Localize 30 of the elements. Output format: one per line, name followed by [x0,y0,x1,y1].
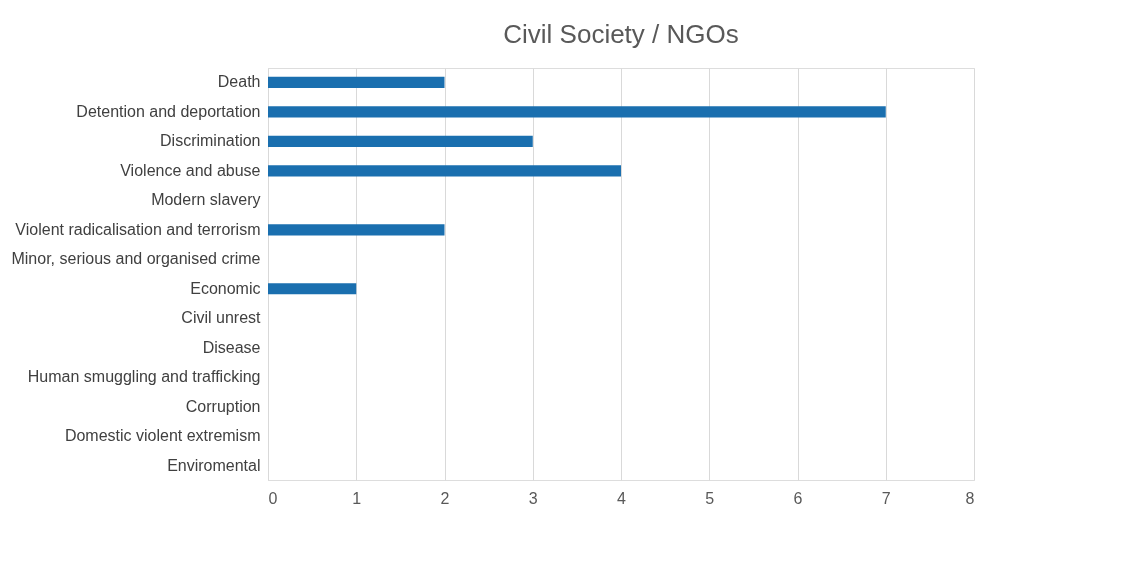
y-tick-label: Disease [202,338,261,356]
x-tick-label: 5 [705,489,715,507]
x-tick-label: 1 [352,489,362,507]
chart-title: Civil Society / NGOs [503,19,739,49]
x-tick-label: 3 [528,489,538,507]
y-tick-label: Violence and abuse [120,161,261,179]
x-tick-label: 0 [268,489,278,507]
x-tick-label: 2 [440,489,450,507]
y-tick-label: Domestic violent extremism [64,427,261,445]
bar [268,135,533,147]
y-tick-label: Death [217,73,261,91]
y-tick-label: Modern slavery [151,191,261,209]
bar [268,165,621,177]
x-tick-label: 6 [793,489,803,507]
bar [268,106,886,118]
x-tick-label: 8 [965,489,975,507]
y-tick-label: Discrimination [160,132,261,150]
x-tick-label: 7 [881,489,891,507]
y-tick-label: Corruption [185,397,261,415]
bar [268,76,445,89]
y-tick-label: Civil unrest [181,309,262,327]
y-tick-label: Detention and deportation [76,102,261,120]
x-tick-label: 4 [617,489,627,507]
y-tick-label: Human smuggling and trafficking [27,368,261,386]
y-tick-label: Violent radicalisation and terrorism [15,220,261,238]
y-tick-label: Minor, serious and organised crime [11,250,261,268]
bar [268,283,357,295]
bar [268,224,445,236]
y-tick-label: Enviromental [167,456,261,474]
y-tick-label: Economic [190,279,261,297]
